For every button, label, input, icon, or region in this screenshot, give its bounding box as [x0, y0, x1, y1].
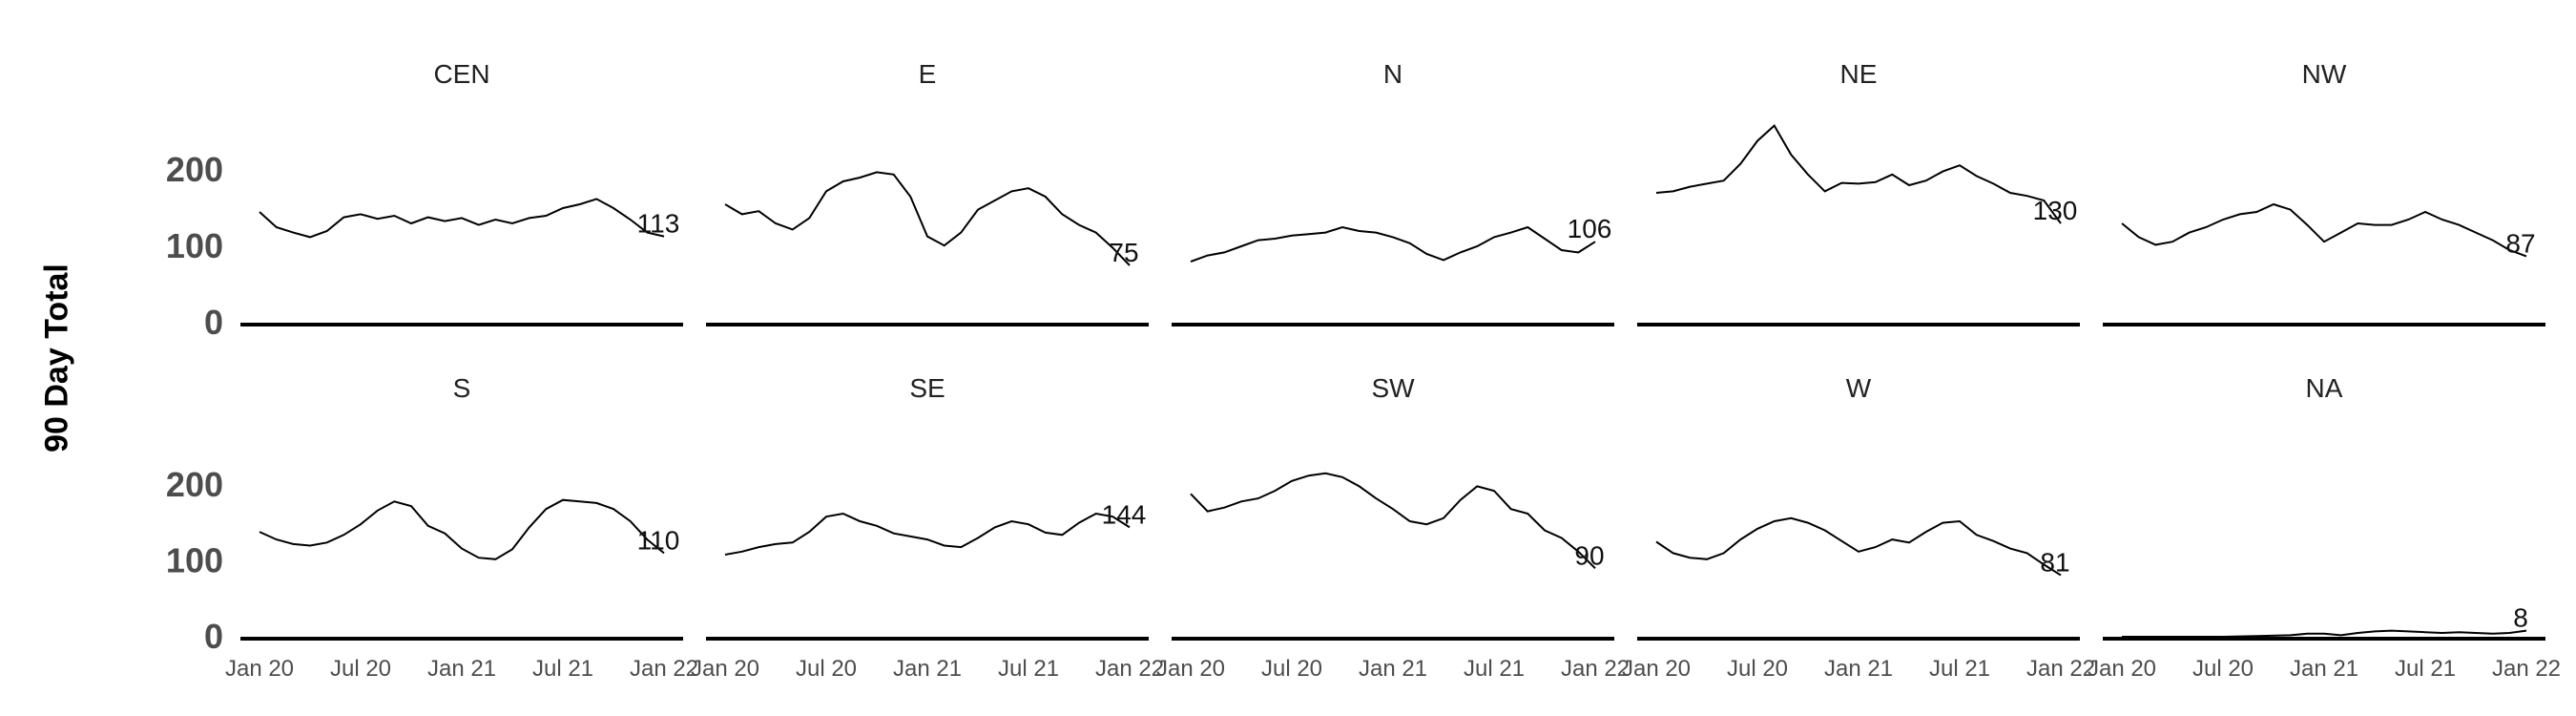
- panel-se: SE 144 Jan 20 Jul 20 Jan 21 Jul 21 Jan 22: [691, 373, 1164, 682]
- x-tick-label: Jul 21: [2395, 656, 2456, 682]
- panel-sw: SW 90 Jan 20 Jul 20 Jan 21 Jul 21 Jan 22: [1156, 373, 1630, 682]
- panel-title: SE: [909, 373, 945, 403]
- end-value-label: 8: [2513, 603, 2528, 633]
- y-tick-label: 100: [166, 226, 223, 265]
- end-value-label: 106: [1568, 214, 1612, 243]
- x-tick-label: Jan 20: [1622, 656, 1691, 682]
- panel-title: NE: [1840, 59, 1878, 89]
- panel-title: E: [919, 59, 937, 89]
- panel-nw: NW 87: [2103, 59, 2545, 326]
- x-tick-label: Jul 20: [330, 656, 391, 682]
- x-tick-label: Jul 21: [1929, 656, 1990, 682]
- series-line: [1190, 472, 1596, 570]
- panel-na: NA 8 Jan 20 Jul 20 Jan 21 Jul 21 Jan 22: [2088, 373, 2561, 682]
- series-line: [1655, 516, 2062, 577]
- panel-n: N 106: [1172, 59, 1614, 326]
- series-line: [259, 198, 665, 239]
- end-value-label: 113: [637, 209, 680, 239]
- end-value-label: 144: [1102, 499, 1147, 529]
- series-line: [724, 171, 1131, 266]
- x-tick-label: Jan 21: [427, 656, 496, 682]
- x-tick-label: Jan 21: [2290, 656, 2358, 682]
- panel-title: NW: [2302, 59, 2347, 89]
- x-tick-label: Jul 20: [796, 656, 857, 682]
- panel-e: E 75: [706, 59, 1149, 326]
- panel-title: S: [453, 373, 471, 403]
- y-tick-label: 100: [166, 540, 223, 579]
- x-tick-label: Jul 21: [1464, 656, 1525, 682]
- x-tick-label: Jul 20: [1727, 656, 1788, 682]
- x-tick-label: Jul 21: [998, 656, 1059, 682]
- series-line: [2121, 202, 2527, 258]
- panel-title: CEN: [433, 59, 489, 89]
- series-line: [2122, 629, 2527, 638]
- x-tick-label: Jan 22: [1095, 656, 1164, 682]
- end-value-label: 110: [637, 525, 680, 555]
- x-tick-label: Jan 21: [893, 656, 962, 682]
- x-tick-label: Jul 21: [532, 656, 593, 682]
- x-tick-label: Jan 21: [1824, 656, 1893, 682]
- panel-cen: CEN 113 0 100 200: [166, 59, 683, 342]
- panel-title: SW: [1371, 373, 1415, 403]
- x-tick-label: Jan 20: [691, 656, 759, 682]
- x-tick-label: Jan 21: [1359, 656, 1427, 682]
- x-tick-label: Jan 20: [225, 656, 294, 682]
- x-tick-label: Jan 20: [2088, 656, 2156, 682]
- panel-w: W 81 Jan 20 Jul 20 Jan 21 Jul 21 Jan 22: [1622, 373, 2095, 682]
- panel-ne: NE 130: [1637, 59, 2080, 326]
- x-tick-label: Jan 22: [1561, 656, 1630, 682]
- x-tick-label: Jul 20: [2192, 656, 2254, 682]
- x-tick-label: Jan 22: [630, 656, 698, 682]
- panel-title: NA: [2306, 373, 2343, 403]
- end-value-label: 75: [1109, 238, 1138, 267]
- series-line: [259, 498, 665, 560]
- series-line: [1190, 225, 1596, 263]
- panel-title: N: [1383, 59, 1402, 89]
- end-value-label: 87: [2505, 228, 2535, 258]
- panel-s: S 110 0 100 200 Jan 20 Jul 20 Jan 21 Jul 21 Jan 2…: [166, 373, 698, 682]
- y-tick-label: 200: [166, 465, 223, 504]
- series-line: [724, 512, 1131, 556]
- y-tick-label: 0: [204, 303, 223, 342]
- x-tick-label: Jul 20: [1261, 656, 1322, 682]
- y-tick-label: 0: [204, 617, 223, 656]
- panel-title: W: [1846, 373, 1872, 403]
- end-value-label: 130: [2033, 196, 2078, 225]
- y-axis-label: 90 Day Total: [38, 263, 75, 453]
- series-line: [1655, 124, 2062, 224]
- y-tick-label: 200: [166, 150, 223, 189]
- x-tick-label: Jan 20: [1156, 656, 1225, 682]
- end-value-label: 81: [2040, 548, 2069, 578]
- x-tick-label: Jan 22: [2492, 656, 2561, 682]
- x-tick-label: Jan 22: [2026, 656, 2095, 682]
- end-value-label: 90: [1574, 540, 1604, 570]
